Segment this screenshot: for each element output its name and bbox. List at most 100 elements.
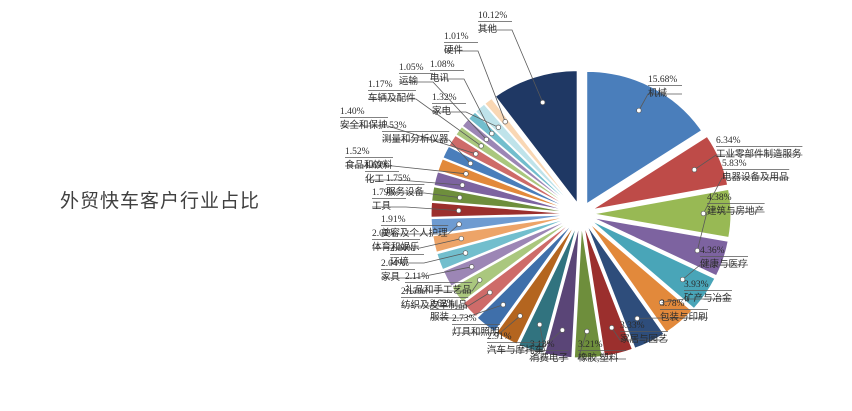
label-leader-line <box>372 238 462 249</box>
pie-slice <box>573 225 603 359</box>
slice-percent-label: 1.91% <box>381 215 406 225</box>
slice-category-label: 美容及个人护理 <box>381 227 448 239</box>
pie-slice <box>592 217 729 277</box>
slice-percent-label: 1.32% <box>432 93 457 103</box>
label-leader-line <box>577 331 626 360</box>
slice-category-label: 电讯 <box>430 72 450 84</box>
label-anchor-dot <box>457 194 463 201</box>
pie-slice <box>433 171 570 212</box>
label-leader-line <box>696 211 765 251</box>
pie-slice <box>494 70 578 205</box>
label-anchor-dot <box>463 171 469 177</box>
slice-percent-label: 3.33% <box>620 321 645 331</box>
slice-percent-label: 1.52% <box>345 147 370 157</box>
slice-percent-label: 5.83% <box>722 159 747 169</box>
slice-category-label: 环境 <box>390 256 410 268</box>
slice-percent-label: 1.01% <box>444 32 469 42</box>
label-leader-line <box>703 177 790 214</box>
pie-slice <box>588 222 693 334</box>
label-anchor-dot <box>478 143 484 149</box>
slice-percent-label: 1.53% <box>382 121 407 131</box>
slice-percent-label: 2.04% <box>390 244 415 254</box>
slice-percent-label: 1.08% <box>430 60 455 70</box>
slice-percent-label: 3.21% <box>578 340 603 350</box>
pie-slice <box>583 224 634 357</box>
label-anchor-dot <box>462 250 469 256</box>
slice-percent-label: 2.62% <box>430 299 455 309</box>
slice-category-label: 测量和分析仪器 <box>382 133 449 145</box>
label-anchor-dot <box>537 321 543 328</box>
label-leader-line <box>372 206 459 211</box>
slice-percent-label: 3.78% <box>660 299 685 309</box>
label-leader-line <box>430 78 493 134</box>
slice-category-label: 安全和保护 <box>340 119 388 131</box>
pie-slice <box>432 215 570 253</box>
slice-category-label: 服装 <box>430 311 450 323</box>
label-anchor-dot <box>483 136 490 143</box>
label-anchor-dot <box>458 235 464 242</box>
slice-category-label: 其他 <box>478 23 498 35</box>
pie-slice <box>586 70 703 205</box>
pie-slice <box>430 214 570 236</box>
slice-category-label: 体育和娱乐 <box>372 241 420 253</box>
label-leader-line <box>381 223 460 235</box>
slice-percent-label: 4.38% <box>707 193 732 203</box>
label-leader-line <box>386 192 460 198</box>
label-leader-line <box>432 111 499 128</box>
label-anchor-dot <box>694 247 700 254</box>
label-leader-line <box>661 298 732 303</box>
pie-slice <box>483 97 575 206</box>
slice-category-label: 食品和饮料 <box>345 159 393 171</box>
slice-percent-label: 1.05% <box>399 63 424 73</box>
label-anchor-dot <box>559 327 566 333</box>
label-anchor-dot <box>634 315 640 322</box>
pie-slice <box>544 225 580 359</box>
label-leader-line <box>401 292 491 307</box>
slice-category-label: 礼品和手工艺品 <box>405 284 472 296</box>
pie-slice <box>591 135 729 211</box>
slice-category-label: 工具 <box>372 201 392 212</box>
pie-slice <box>474 103 574 206</box>
chart-title: 外贸快车客户行业占比 <box>60 190 261 212</box>
label-leader-line <box>390 252 466 264</box>
label-leader-line <box>399 81 487 140</box>
slice-category-label: 健康与医疗 <box>700 258 748 270</box>
label-anchor-dot <box>459 182 466 188</box>
label-anchor-dot <box>500 302 506 308</box>
label-leader-line <box>368 98 482 147</box>
label-anchor-dot <box>584 328 590 335</box>
label-anchor-dot <box>679 276 686 283</box>
slice-percent-label: 2.04% <box>381 259 406 269</box>
slice-percent-label: 2.11% <box>405 272 429 282</box>
label-anchor-dot <box>609 325 615 331</box>
label-leader-line <box>528 329 569 360</box>
label-leader-line <box>381 266 472 279</box>
slice-category-label: 车辆及配件 <box>368 92 416 104</box>
label-anchor-dot <box>489 130 495 137</box>
slice-category-label: 家居与园艺 <box>620 333 668 345</box>
label-anchor-dot <box>691 167 698 173</box>
slice-percent-label: 3.93% <box>684 280 709 290</box>
slice-category-label: 纺织及皮革制品 <box>401 299 468 311</box>
label-leader-line <box>365 179 463 186</box>
slice-category-label: 包装与印刷 <box>660 311 708 323</box>
label-leader-line <box>452 315 521 334</box>
slice-percent-label: 1.75% <box>386 174 411 184</box>
label-leader-line <box>382 139 471 164</box>
slice-percent-label: 1.40% <box>340 107 365 117</box>
label-leader-line <box>682 264 748 280</box>
label-anchor-dot <box>658 299 665 306</box>
slice-category-label: 汽车与摩托车 <box>487 344 544 356</box>
label-anchor-dot <box>477 277 483 283</box>
label-anchor-dot <box>502 119 508 125</box>
slice-percent-label: 2.91% <box>487 332 512 342</box>
pie-slice <box>436 217 570 271</box>
pie-slice <box>467 111 573 207</box>
slice-category-label: 家电 <box>432 105 452 117</box>
label-anchor-dot <box>700 210 707 217</box>
slice-percent-label: 15.68% <box>648 75 677 85</box>
pie-slice <box>442 218 571 287</box>
slice-category-label: 工业零部件制造服务 <box>716 148 802 160</box>
label-anchor-dot <box>636 107 642 114</box>
